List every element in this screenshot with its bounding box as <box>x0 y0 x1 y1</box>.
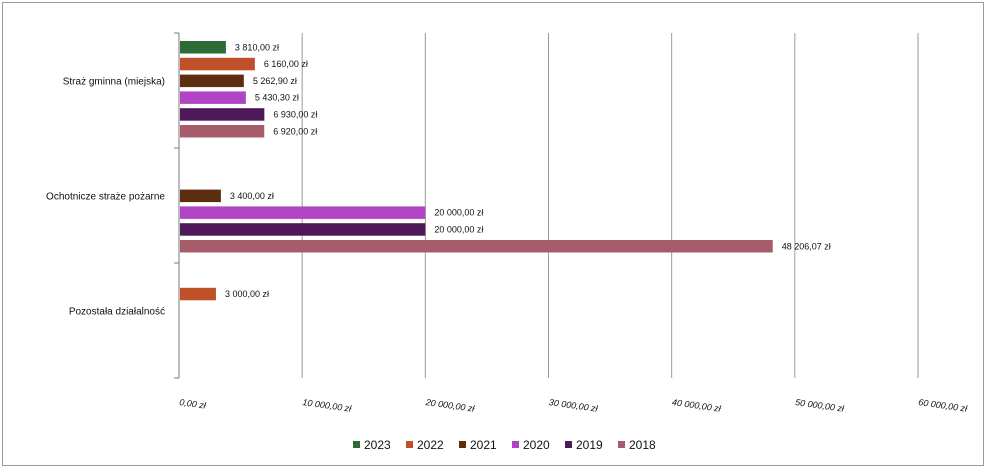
data-label: 3 400,00 zł <box>230 191 274 201</box>
data-label: 5 262,90 zł <box>253 76 297 86</box>
legend-label: 2020 <box>523 438 550 452</box>
bar-2019 <box>180 108 265 121</box>
x-tick-label: 30 000,00 zł <box>548 397 599 414</box>
category-label: Ochotnicze straże pożarne <box>46 192 165 203</box>
x-tick-label: 0,00 zł <box>179 397 208 411</box>
bar-2020 <box>180 91 246 104</box>
bar-2018 <box>180 240 773 253</box>
category-label: Straż gminna (miejska) <box>63 77 165 88</box>
x-tick-label: 20 000,00 zł <box>424 397 476 414</box>
x-tick-label: 60 000,00 zł <box>918 397 969 414</box>
legend-swatch-2020 <box>512 441 519 448</box>
legend-label: 2019 <box>576 438 603 452</box>
legend-label: 2018 <box>629 438 656 452</box>
legend-label: 2021 <box>470 438 497 452</box>
category-label: Pozostała działalność <box>69 307 165 318</box>
bar-2023 <box>180 41 226 54</box>
legend-swatch-2018 <box>618 441 625 448</box>
x-tick-label: 50 000,00 zł <box>795 397 846 414</box>
bar-2020 <box>180 206 426 219</box>
data-label: 20 000,00 zł <box>434 224 483 234</box>
legend-label: 2023 <box>364 438 391 452</box>
bar-2021 <box>180 189 221 203</box>
bar-2022 <box>180 287 216 301</box>
legend-swatch-2022 <box>406 441 413 448</box>
x-tick-label: 10 000,00 zł <box>302 397 353 414</box>
data-label: 3 000,00 zł <box>225 289 269 299</box>
legend-swatch-2019 <box>565 441 572 448</box>
legend-label: 2022 <box>417 438 444 452</box>
bar-2022 <box>180 57 255 71</box>
data-label: 5 430,30 zł <box>255 93 299 103</box>
data-label: 48 206,07 zł <box>782 241 831 251</box>
bar-2019 <box>180 223 426 236</box>
data-label: 20 000,00 zł <box>434 208 483 218</box>
bar-2021 <box>180 74 244 88</box>
bar-2018 <box>180 125 265 138</box>
bar-chart: 3 810,00 zł 6 160,00 zł 5 262,90 zł 5 430,3… <box>46 32 969 452</box>
x-tick-label: 40 000,00 zł <box>671 397 722 414</box>
legend-swatch-2021 <box>459 441 466 448</box>
data-label: 6 160,00 zł <box>264 59 308 69</box>
legend-swatch-2023 <box>353 441 360 448</box>
data-label: 6 930,00 zł <box>273 109 317 119</box>
data-label: 3 810,00 zł <box>235 42 279 52</box>
data-label: 6 920,00 zł <box>273 126 317 136</box>
